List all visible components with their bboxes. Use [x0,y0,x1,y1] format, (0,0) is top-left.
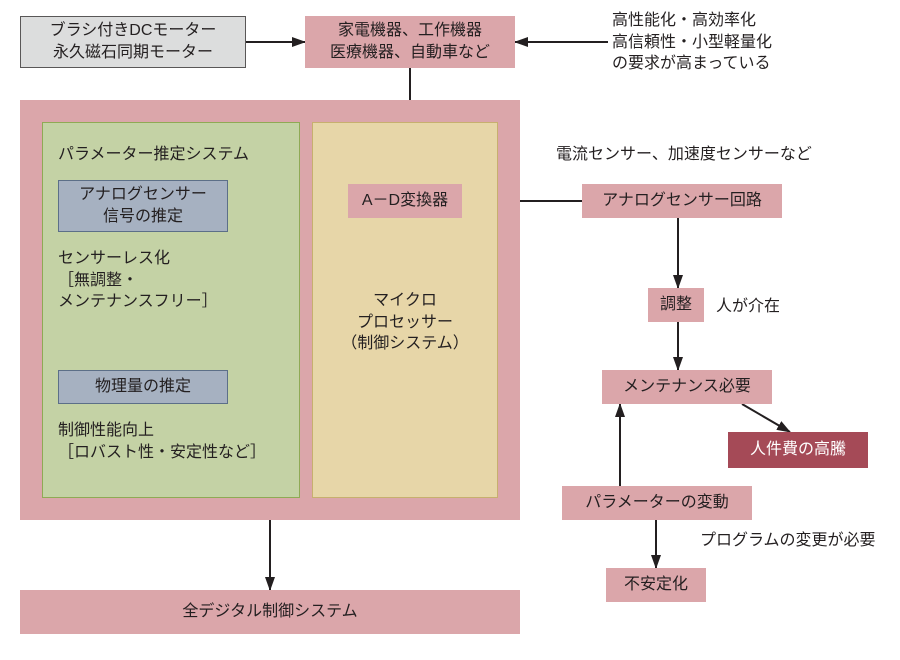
analog_est-box: アナログセンサー 信号の推定 [58,180,228,232]
unstable-label: 不安定化 [624,574,688,596]
appliances-box: 家電機器、工作機器 医療機器、自動車など [305,16,515,68]
demands-text: 高性能化・高効率化 高信頼性・小型軽量化 の要求が高まっている [612,10,892,75]
sensor_circuit-box: アナログセンサー回路 [582,184,782,218]
ctrl_perf-text: 制御性能向上 ［ロバスト性・安定性など］ [58,420,298,463]
digital_system-label: 全デジタル制御システム [182,601,357,623]
ad_conv-box: A－D変換器 [348,184,462,218]
human-text: 人が介在 [716,296,816,318]
motors-box: ブラシ付きDCモーター 永久磁石同期モーター [20,16,246,68]
prog_change-text: プログラムの変更が必要 [700,530,900,552]
digital_system-box: 全デジタル制御システム [20,590,520,634]
phys_est-label: 物理量の推定 [95,376,191,398]
analog_est-label: アナログセンサー 信号の推定 [79,184,207,227]
adjust-box: 調整 [648,288,704,322]
ad_conv-label: A－D変換器 [362,190,448,212]
labor_cost-box: 人件費の高騰 [728,432,868,468]
adjust-label: 調整 [660,294,692,316]
param_var-label: パラメーターの変動 [585,492,729,514]
maintenance-box: メンテナンス必要 [602,370,772,404]
motors-label: ブラシ付きDCモーター 永久磁石同期モーター [50,20,217,63]
arrow [742,404,790,432]
micro-text: マイクロ プロセッサー （制御システム） [328,290,482,355]
appliances-label: 家電機器、工作機器 医療機器、自動車など [330,20,490,63]
sensorless-text: センサーレス化 ［無調整・ メンテナンスフリー］ [58,248,288,313]
unstable-box: 不安定化 [606,568,706,602]
labor_cost-label: 人件費の高騰 [750,439,846,461]
sensors_note-text: 電流センサー、加速度センサーなど [556,144,886,166]
maintenance-label: メンテナンス必要 [623,376,751,398]
sensor_circuit-label: アナログセンサー回路 [602,190,762,212]
phys_est-box: 物理量の推定 [58,370,228,404]
param_var-box: パラメーターの変動 [562,486,752,520]
param_title-text: パラメーター推定システム [58,144,288,166]
